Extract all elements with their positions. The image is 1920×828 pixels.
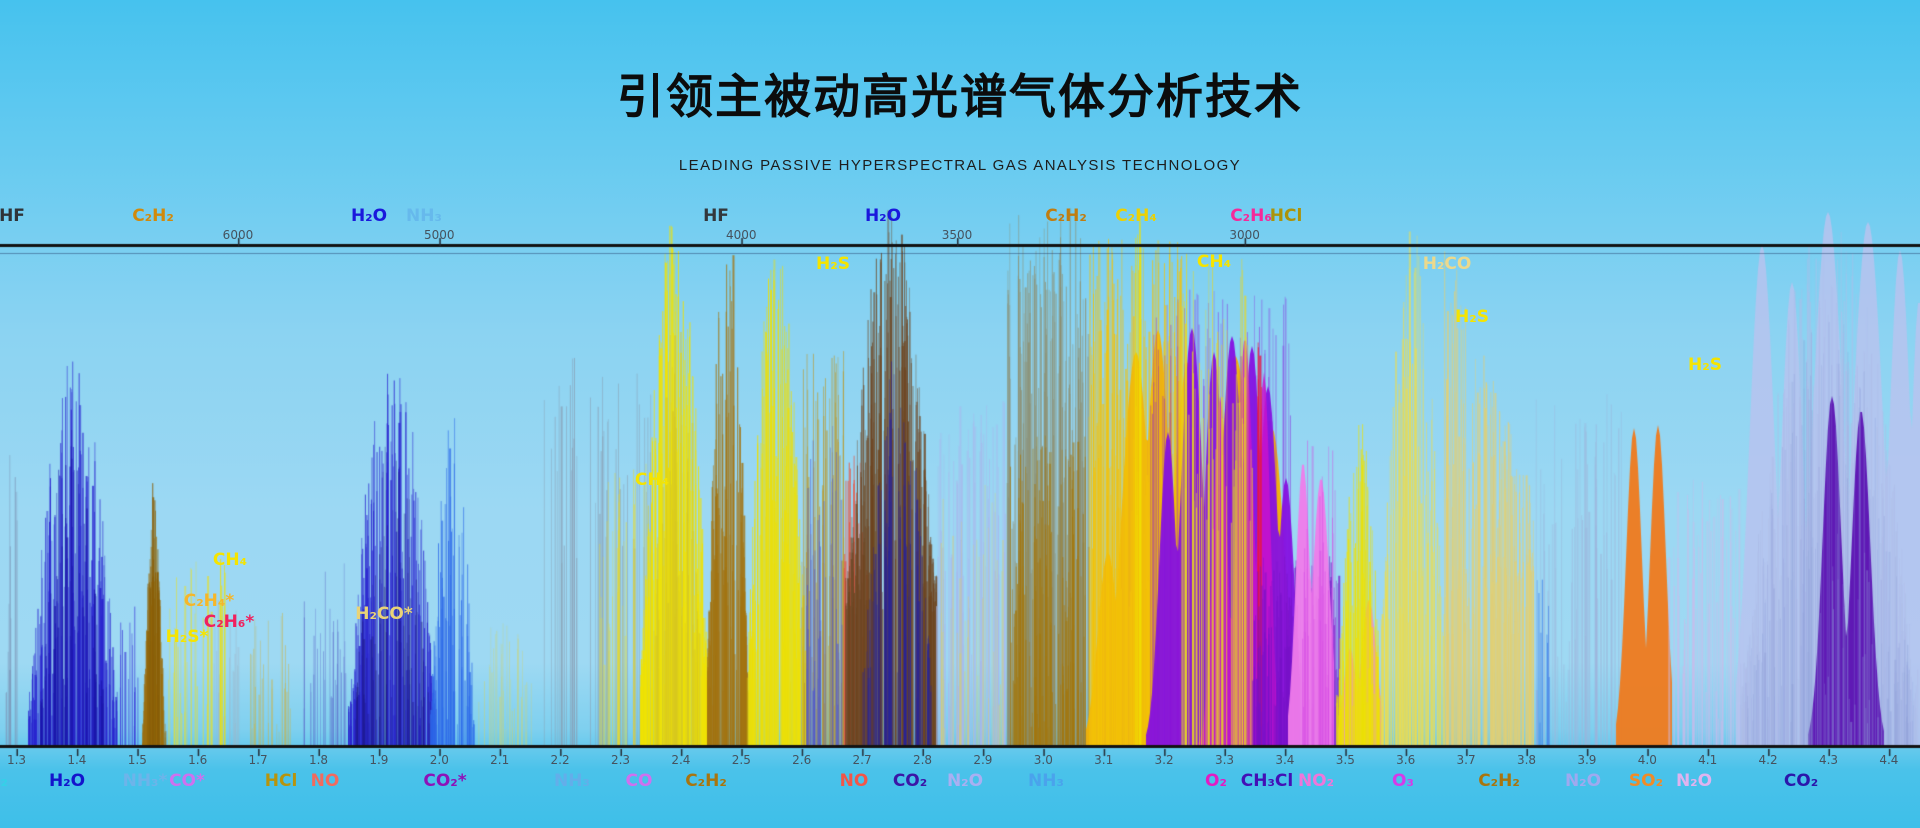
spectra-chart (0, 0, 1920, 828)
hyperspectral-banner: 引领主被动高光谱气体分析技术 LEADING PASSIVE HYPERSPEC… (0, 0, 1920, 828)
